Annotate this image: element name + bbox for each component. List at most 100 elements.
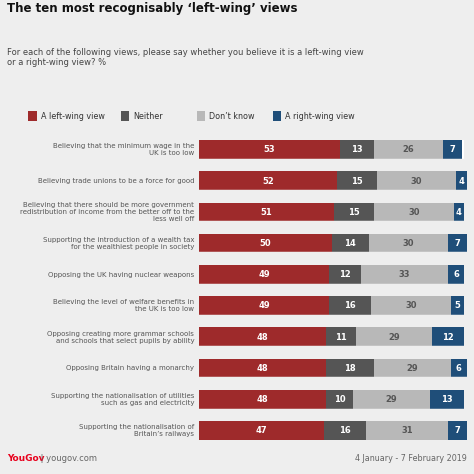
Bar bbox=[199, 421, 324, 440]
Text: A left-wing view: A left-wing view bbox=[41, 112, 105, 120]
Bar bbox=[332, 234, 369, 253]
Bar bbox=[327, 390, 353, 409]
Text: 50: 50 bbox=[260, 239, 271, 248]
Text: 15: 15 bbox=[351, 177, 363, 186]
Text: 29: 29 bbox=[388, 333, 400, 342]
Text: 6: 6 bbox=[453, 270, 459, 279]
Text: 31: 31 bbox=[401, 426, 413, 435]
Text: 16: 16 bbox=[339, 426, 351, 435]
Bar bbox=[374, 202, 454, 222]
Text: 13: 13 bbox=[441, 395, 453, 404]
Text: 48: 48 bbox=[257, 364, 269, 373]
Bar bbox=[199, 265, 329, 284]
Bar bbox=[273, 111, 281, 121]
Bar bbox=[199, 202, 334, 222]
Bar bbox=[448, 234, 467, 253]
Bar bbox=[199, 172, 464, 191]
Bar bbox=[199, 140, 464, 160]
Bar bbox=[430, 390, 464, 409]
Bar bbox=[356, 328, 432, 347]
Text: YouGov: YouGov bbox=[7, 455, 45, 464]
Text: 29: 29 bbox=[385, 395, 397, 404]
Text: 49: 49 bbox=[258, 270, 270, 279]
Bar bbox=[456, 172, 467, 191]
Text: 13: 13 bbox=[351, 146, 363, 155]
Text: Opposing Britain having a monarchy: Opposing Britain having a monarchy bbox=[66, 365, 194, 371]
Bar bbox=[366, 421, 448, 440]
Text: 29: 29 bbox=[407, 364, 419, 373]
Text: 30: 30 bbox=[405, 301, 417, 310]
Text: 12: 12 bbox=[442, 333, 454, 342]
Bar bbox=[199, 359, 464, 378]
Text: 4: 4 bbox=[459, 177, 465, 186]
Bar bbox=[199, 265, 464, 284]
Text: 12: 12 bbox=[339, 270, 351, 279]
Bar bbox=[121, 111, 129, 121]
Bar bbox=[28, 111, 37, 121]
Text: 15: 15 bbox=[348, 208, 360, 217]
Text: 4 January - 7 February 2019: 4 January - 7 February 2019 bbox=[355, 455, 467, 464]
Text: Supporting the introduction of a wealth tax
for the wealthiest people in society: Supporting the introduction of a wealth … bbox=[43, 237, 194, 250]
Text: For each of the following views, please say whether you believe it is a left-win: For each of the following views, please … bbox=[7, 48, 364, 67]
Text: 5: 5 bbox=[455, 301, 461, 310]
Bar bbox=[337, 172, 377, 191]
Bar bbox=[448, 265, 464, 284]
Text: 10: 10 bbox=[334, 395, 346, 404]
Bar bbox=[199, 172, 337, 191]
Bar bbox=[361, 265, 448, 284]
Bar bbox=[199, 234, 332, 253]
Text: Believing that there should be more government
redistribution of income from the: Believing that there should be more gove… bbox=[20, 202, 194, 222]
Text: 7: 7 bbox=[455, 239, 460, 248]
Text: 30: 30 bbox=[408, 208, 419, 217]
Bar bbox=[451, 296, 464, 316]
Bar bbox=[374, 359, 451, 378]
Text: 14: 14 bbox=[344, 239, 356, 248]
Bar bbox=[451, 359, 467, 378]
Text: 18: 18 bbox=[345, 364, 356, 373]
Text: 16: 16 bbox=[344, 301, 356, 310]
Bar bbox=[443, 140, 462, 160]
Bar bbox=[369, 234, 448, 253]
Bar bbox=[199, 140, 339, 160]
Bar bbox=[454, 202, 464, 222]
Text: 48: 48 bbox=[257, 395, 269, 404]
Bar bbox=[199, 328, 464, 347]
Text: Believing that the minimum wage in the
UK is too low: Believing that the minimum wage in the U… bbox=[53, 143, 194, 156]
Text: 52: 52 bbox=[262, 177, 274, 186]
Bar bbox=[448, 421, 467, 440]
Text: Neither: Neither bbox=[133, 112, 163, 120]
Text: 30: 30 bbox=[403, 239, 414, 248]
Bar bbox=[197, 111, 205, 121]
Text: Supporting the nationalisation of utilities
such as gas and electricity: Supporting the nationalisation of utilit… bbox=[51, 393, 194, 406]
Text: 4: 4 bbox=[456, 208, 462, 217]
Bar bbox=[327, 328, 356, 347]
Text: The ten most recognisably ‘left-wing’ views: The ten most recognisably ‘left-wing’ vi… bbox=[7, 2, 298, 15]
Text: 53: 53 bbox=[264, 146, 275, 155]
Bar bbox=[199, 390, 464, 409]
Text: 30: 30 bbox=[411, 177, 422, 186]
Text: Believing trade unions to be a force for good: Believing trade unions to be a force for… bbox=[38, 178, 194, 184]
Bar bbox=[199, 234, 464, 253]
Bar bbox=[199, 328, 327, 347]
Bar bbox=[199, 390, 327, 409]
Bar bbox=[329, 296, 372, 316]
Text: Opposing the UK having nuclear weapons: Opposing the UK having nuclear weapons bbox=[48, 272, 194, 278]
Text: 47: 47 bbox=[255, 426, 267, 435]
Text: 33: 33 bbox=[399, 270, 410, 279]
Text: 6: 6 bbox=[456, 364, 462, 373]
Text: 7: 7 bbox=[455, 426, 460, 435]
Bar bbox=[353, 390, 430, 409]
Text: 51: 51 bbox=[261, 208, 273, 217]
Text: Opposing creating more grammar schools
and schools that select pupils by ability: Opposing creating more grammar schools a… bbox=[47, 331, 194, 344]
Bar bbox=[327, 359, 374, 378]
Bar bbox=[324, 421, 366, 440]
Text: 49: 49 bbox=[258, 301, 270, 310]
Bar bbox=[199, 202, 464, 222]
Bar bbox=[199, 296, 464, 316]
Bar bbox=[329, 265, 361, 284]
Text: 11: 11 bbox=[335, 333, 347, 342]
Text: 26: 26 bbox=[403, 146, 414, 155]
Bar bbox=[334, 202, 374, 222]
Text: 7: 7 bbox=[449, 146, 455, 155]
Text: Believing the level of welfare benefits in
the UK is too low: Believing the level of welfare benefits … bbox=[53, 300, 194, 312]
